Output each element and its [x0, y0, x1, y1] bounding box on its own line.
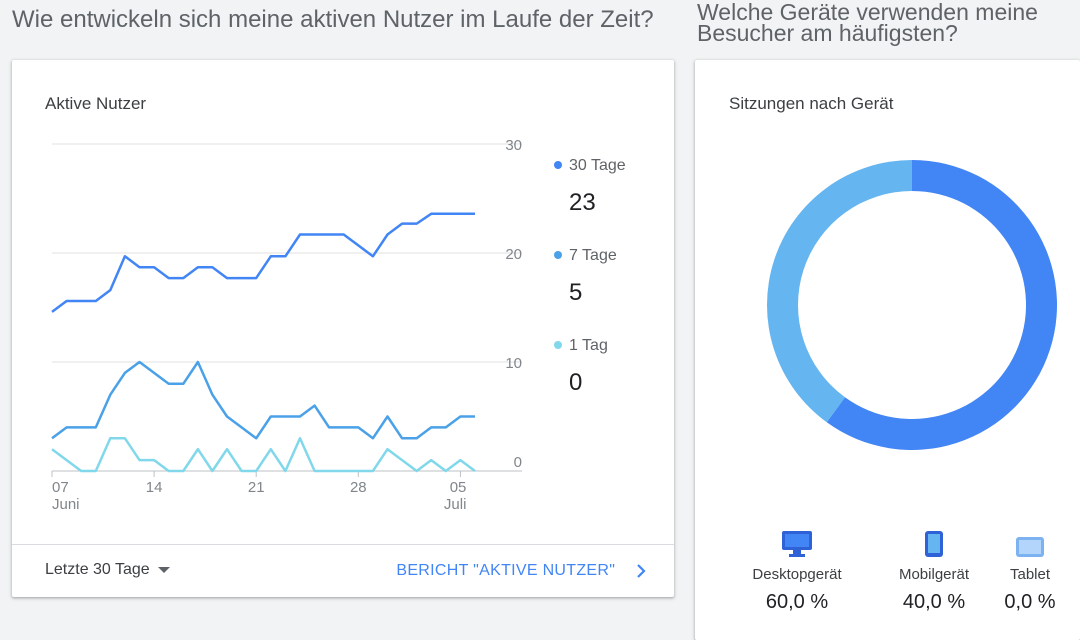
device-tablet: Tablet 0,0 % — [985, 536, 1075, 614]
card-title: Aktive Nutzer — [45, 94, 147, 113]
card-footer: Letzte 30 Tage BERICHT "AKTIVE NUTZER" — [12, 544, 674, 598]
legend-value: 5 — [569, 279, 582, 306]
device-value: 40,0 % — [902, 591, 966, 613]
device-desktop: Desktopgerät 60,0 % — [741, 530, 853, 614]
legend-label: 7 Tage — [569, 247, 617, 264]
donut-slice-desktopgert[interactable] — [826, 160, 1057, 450]
series-line-3 — [51, 437, 476, 473]
x-tick-label: 05 — [450, 479, 467, 496]
device-label: Tablet — [1009, 566, 1051, 583]
device-label: Mobilgerät — [898, 566, 970, 583]
x-tick-label: 14 — [146, 479, 163, 496]
report-link-label: BERICHT "AKTIVE NUTZER" — [396, 562, 616, 579]
x-tick-label: 21 — [248, 479, 265, 496]
legend-value: 0 — [569, 369, 582, 396]
device-value: 60,0 % — [765, 591, 829, 613]
legend-dot — [554, 161, 562, 169]
desktop-icon — [782, 531, 812, 557]
device-mobile: Mobilgerät 40,0 % — [878, 530, 990, 614]
device-label: Desktopgerät — [752, 566, 842, 583]
section-heading-active-users: Wie entwickeln sich meine aktiven Nutzer… — [12, 6, 654, 33]
donut-slice-mobilgert[interactable] — [767, 160, 912, 423]
section-heading-devices: Welche Geräte verwenden meine Besucher a… — [697, 0, 1038, 46]
x-tick-label: 07 — [52, 479, 69, 496]
series-line-2 — [51, 360, 475, 440]
date-range-label: Letzte 30 Tage — [45, 561, 150, 578]
x-tick-sublabel: Juni — [52, 496, 80, 513]
legend-label: 1 Tag — [569, 337, 608, 354]
tablet-icon — [1016, 537, 1044, 557]
chevron-right-icon — [637, 563, 646, 578]
legend-dot — [554, 341, 562, 349]
y-tick-label: 10 — [505, 355, 522, 372]
y-tick-label: 0 — [514, 454, 522, 471]
y-tick-label: 20 — [505, 246, 522, 263]
device-value: 0,0 % — [1004, 591, 1056, 613]
x-tick-label: 28 — [350, 479, 367, 496]
devices-card: Sitzungen nach Gerät Desktopgerät 60,0 %… — [695, 60, 1080, 640]
legend-dot — [554, 251, 562, 259]
y-tick-label: 30 — [505, 137, 522, 154]
legend-label: 30 Tage — [569, 157, 626, 174]
date-range-dropdown[interactable]: Letzte 30 Tage — [45, 561, 170, 579]
legend-value: 23 — [569, 189, 596, 216]
card-title: Sitzungen nach Gerät — [729, 94, 894, 113]
mobile-icon — [925, 531, 943, 557]
x-tick-sublabel: Juli — [444, 496, 467, 513]
caret-down-icon — [157, 566, 170, 573]
sessions-by-device-donut — [767, 160, 1057, 450]
active-users-report-link[interactable]: BERICHT "AKTIVE NUTZER" — [396, 562, 646, 580]
active-users-card: Aktive Nutzer 0 10 20 30 07 Juni 14 21 28 05 Juli 3… — [12, 60, 674, 597]
series-line-1 — [51, 212, 475, 313]
